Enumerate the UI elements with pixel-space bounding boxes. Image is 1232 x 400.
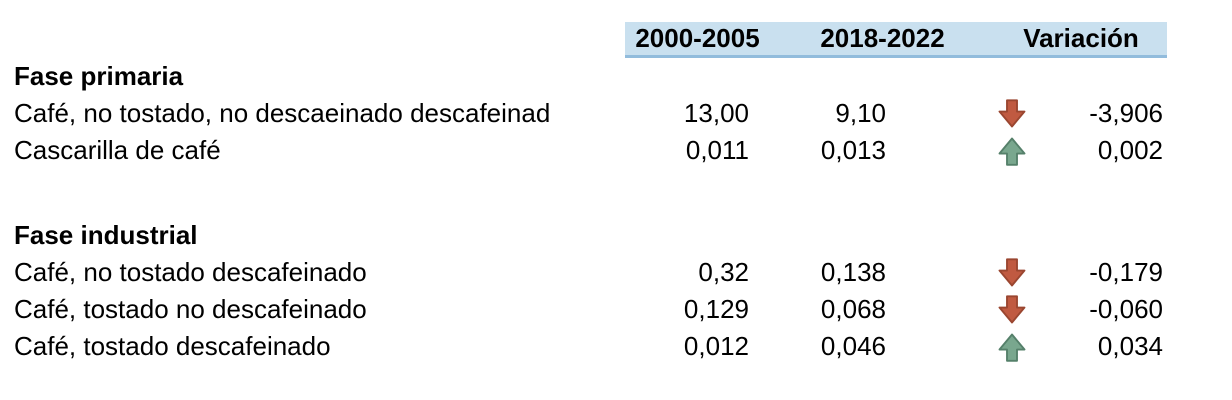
arrow-down-icon xyxy=(998,98,1026,127)
row-label: Café, tostado descafeinado xyxy=(14,331,331,361)
variation-value: -3,906 xyxy=(1089,98,1163,128)
arrow-down-icon xyxy=(998,294,1026,323)
value-2018-2022: 0,138 xyxy=(820,257,886,287)
header-band: 2000-2005 2018-2022 Variación xyxy=(625,22,1167,58)
trend-arrow-icon xyxy=(995,257,1029,288)
variation-value: 0,002 xyxy=(1097,135,1163,165)
value-2018-2022: 0,013 xyxy=(820,135,886,165)
value-2018-2022: 9,10 xyxy=(835,98,886,128)
arrow-up-icon xyxy=(998,333,1026,362)
arrow-down-icon xyxy=(998,257,1026,286)
arrow-up-icon xyxy=(998,137,1026,166)
header-spacer xyxy=(0,22,625,58)
variation-cell: 0,034 xyxy=(995,328,1167,365)
section-gap xyxy=(0,169,1232,217)
table-row: Café, no tostado descafeinado 0,32 0,138… xyxy=(0,254,1232,291)
variation-value: -0,179 xyxy=(1089,257,1163,287)
variation-value: -0,060 xyxy=(1089,294,1163,324)
section-title-fase-primaria: Fase primaria xyxy=(14,61,184,91)
variation-cell: -0,179 xyxy=(995,254,1167,291)
trend-arrow-icon xyxy=(995,294,1029,325)
section-title-row: Fase industrial xyxy=(0,217,1232,254)
row-label: Café, no tostado, no descaeinado descafe… xyxy=(14,98,551,128)
trend-arrow-icon xyxy=(995,136,1029,166)
value-2000-2005: 0,129 xyxy=(683,294,749,324)
variation-cell: -3,906 xyxy=(995,95,1167,132)
trend-arrow-icon xyxy=(995,98,1029,129)
table-row: Cascarilla de café 0,011 0,013 0,002 xyxy=(0,132,1232,169)
table-header: 2000-2005 2018-2022 Variación xyxy=(0,22,1232,58)
variation-value: 0,034 xyxy=(1097,331,1163,361)
value-2018-2022: 0,068 xyxy=(820,294,886,324)
value-2018-2022: 0,046 xyxy=(820,331,886,361)
row-label: Café, tostado no descafeinado xyxy=(14,294,367,324)
column-header-2018-2022: 2018-2022 xyxy=(820,23,945,53)
variation-cell: -0,060 xyxy=(995,291,1167,328)
column-header-variacion: Variación xyxy=(1023,23,1139,53)
trend-arrow-icon xyxy=(995,332,1029,362)
value-2000-2005: 0,012 xyxy=(683,331,749,361)
table-row: Café, tostado descafeinado 0,012 0,046 0… xyxy=(0,328,1232,365)
value-2000-2005: 0,32 xyxy=(698,257,749,287)
variation-cell: 0,002 xyxy=(995,132,1167,169)
row-label: Café, no tostado descafeinado xyxy=(14,257,367,287)
section-title-fase-industrial: Fase industrial xyxy=(14,220,198,250)
value-2000-2005: 0,011 xyxy=(685,135,749,165)
value-2000-2005: 13,00 xyxy=(683,98,749,128)
section-title-row: Fase primaria xyxy=(0,58,1232,95)
table-row: Café, no tostado, no descaeinado descafe… xyxy=(0,95,1232,132)
column-header-2000-2005: 2000-2005 xyxy=(635,23,760,53)
table-row: Café, tostado no descafeinado 0,129 0,06… xyxy=(0,291,1232,328)
row-label: Cascarilla de café xyxy=(14,135,221,165)
